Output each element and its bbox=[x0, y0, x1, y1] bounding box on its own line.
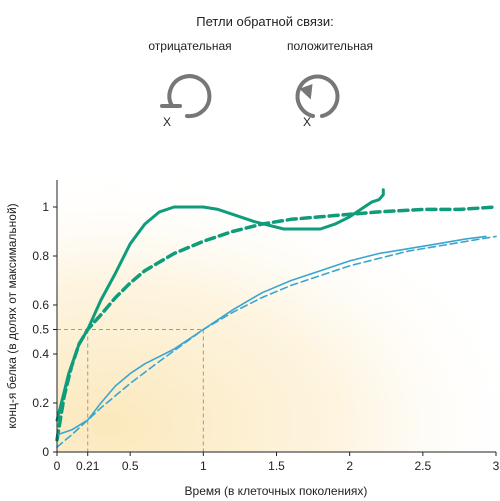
x-tick-label-2: 0.5 bbox=[122, 459, 139, 473]
series-line-2 bbox=[56, 235, 487, 436]
x-axis-label: Время (в клеточных поколениях) bbox=[185, 484, 368, 498]
y-tick-label-6: 1 bbox=[42, 200, 49, 214]
series-line-3 bbox=[56, 235, 497, 448]
y-tick-label-0: 0 bbox=[42, 445, 49, 459]
negative-loop-node: X bbox=[163, 115, 171, 129]
y-axis-label: конц-я белка (в долях от максимальной) bbox=[5, 203, 19, 428]
series-lines bbox=[55, 188, 498, 448]
y-tick-label-3: 0.5 bbox=[32, 323, 49, 337]
guide-lines bbox=[57, 329, 204, 452]
positive-loop-node: X bbox=[303, 115, 311, 129]
negative-loop-icon: X bbox=[160, 74, 212, 129]
x-tick-label-0: 0 bbox=[54, 459, 61, 473]
tick-labels: 0 0.21 0.5 1 1.5 2 2.5 3 0 0.2 0.4 0.5 0.6 0.8 1 bbox=[32, 200, 499, 473]
y-tick-label-5: 0.8 bbox=[32, 249, 49, 263]
plot-background bbox=[57, 180, 500, 452]
plot-area: 0 0.21 0.5 1 1.5 2 2.5 3 0 0.2 0.4 0.5 0.6 0.8 1 bbox=[32, 180, 500, 473]
negative-loop-label: отрицательная bbox=[148, 39, 231, 53]
positive-loop-label: положительная bbox=[287, 39, 373, 53]
x-tick-label-7: 3 bbox=[493, 459, 500, 473]
y-tick-label-2: 0.4 bbox=[32, 347, 49, 361]
positive-loop-icon: X bbox=[295, 74, 340, 129]
x-tick-label-1: 0.21 bbox=[76, 459, 100, 473]
x-tick-label-4: 1.5 bbox=[268, 459, 285, 473]
y-tick-label-1: 0.2 bbox=[32, 396, 49, 410]
x-tick-label-6: 2.5 bbox=[414, 459, 431, 473]
x-tick-label-3: 1 bbox=[200, 459, 207, 473]
series-line-1 bbox=[55, 205, 498, 442]
feedback-legend: Петли обратной связи: отрицательная поло… bbox=[148, 14, 373, 129]
x-tick-label-5: 2 bbox=[346, 459, 353, 473]
y-tick-label-4: 0.6 bbox=[32, 298, 49, 312]
legend-title: Петли обратной связи: bbox=[196, 14, 334, 29]
